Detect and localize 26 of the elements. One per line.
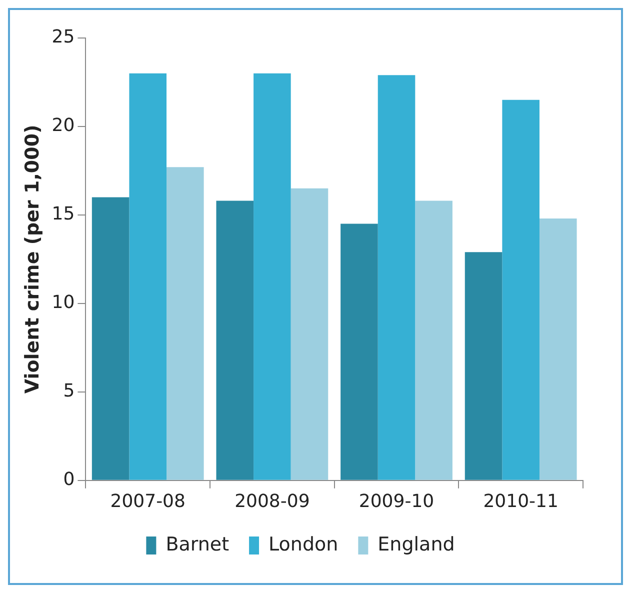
y-tick-label: 20 xyxy=(52,115,75,136)
bar xyxy=(129,73,167,480)
bar xyxy=(464,252,502,480)
bar xyxy=(378,75,416,480)
x-tick-label: 2007-08 xyxy=(110,490,186,512)
bar xyxy=(254,73,291,480)
legend-label: Barnet xyxy=(166,533,230,556)
x-tick-label: 2008-09 xyxy=(234,490,310,512)
x-tick-label: 2009-10 xyxy=(358,490,434,512)
y-tick-label: 25 xyxy=(52,26,75,48)
bar xyxy=(340,224,378,480)
bar xyxy=(539,218,577,480)
legend-label: London xyxy=(268,533,338,556)
bar xyxy=(290,188,328,480)
y-tick-label: 10 xyxy=(52,292,75,314)
bar xyxy=(166,167,204,480)
y-tick-label: 15 xyxy=(52,204,75,225)
bar xyxy=(92,197,130,480)
y-tick-label: 5 xyxy=(63,380,75,402)
y-tick-label: 0 xyxy=(63,469,75,490)
bar xyxy=(415,200,452,480)
y-axis-title: Violent crime (per 1,000) xyxy=(21,124,44,394)
legend-label: England xyxy=(378,533,455,556)
bar xyxy=(502,100,540,480)
bar xyxy=(216,200,254,480)
x-tick-label: 2010-11 xyxy=(483,490,558,512)
